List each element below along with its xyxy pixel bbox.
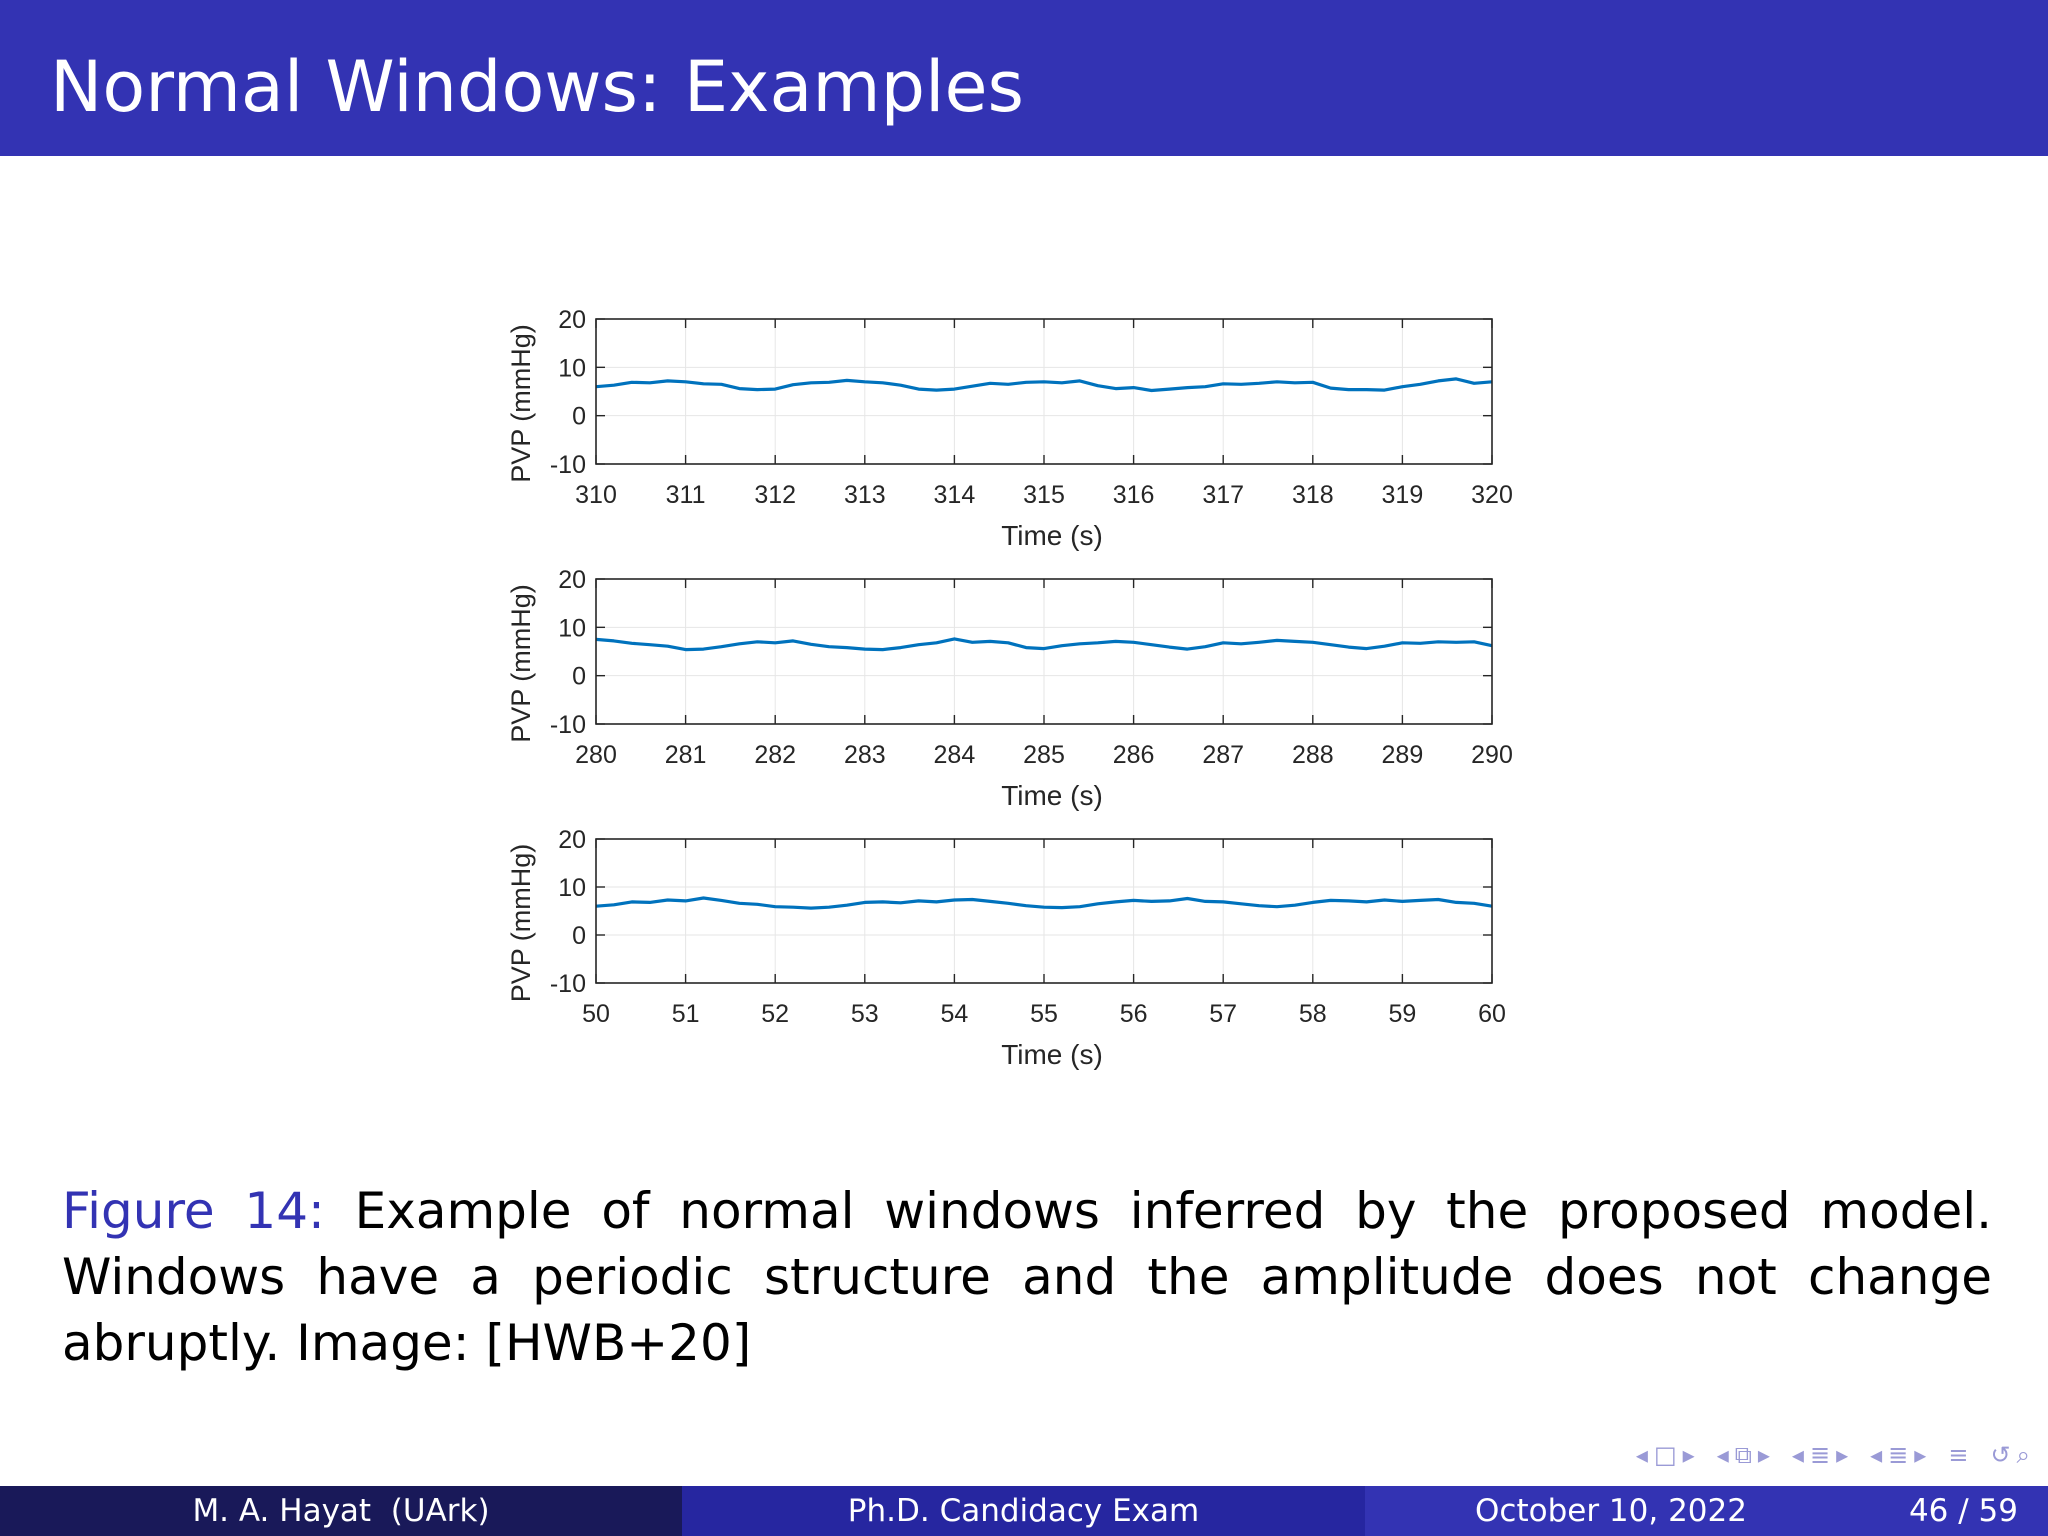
y-tick-label: 10 [558, 874, 586, 902]
nav-group: ◂ □ ▸ [1636, 1441, 1695, 1469]
x-tick-label: 313 [844, 481, 886, 509]
x-tick-label: 280 [575, 741, 617, 769]
x-axis-label: Time (s) [1001, 1039, 1103, 1070]
y-tick-label: 0 [572, 922, 586, 950]
x-tick-label: 54 [940, 1000, 968, 1028]
x-tick-label: 60 [1478, 1000, 1506, 1028]
x-tick-label: 314 [934, 481, 976, 509]
x-tick-label: 315 [1023, 481, 1065, 509]
nav-group: ◂ ≣ ▸ [1870, 1441, 1926, 1469]
arrow-left-icon[interactable]: ◂ [1791, 1441, 1804, 1469]
x-tick-label: 53 [851, 1000, 879, 1028]
align-icon[interactable]: ≡ [1948, 1441, 1969, 1469]
y-tick-label: 20 [558, 566, 586, 594]
y-axis-label: PVP (mmHg) [506, 324, 536, 483]
series-line [595, 377, 1493, 393]
x-tick-label: 281 [665, 741, 707, 769]
x-tick-label: 52 [761, 1000, 789, 1028]
y-tick-label: -10 [550, 451, 586, 479]
y-tick-label: 0 [572, 403, 586, 431]
x-tick-label: 319 [1382, 481, 1424, 509]
x-tick-label: 317 [1202, 481, 1244, 509]
x-tick-label: 55 [1030, 1000, 1058, 1028]
nav-group: ◂ ⧉ ▸ [1717, 1441, 1770, 1469]
footer: M. A. Hayat (UArk) Ph.D. Candidacy Exam … [0, 1486, 2048, 1536]
y-axis-label: PVP (mmHg) [506, 844, 536, 1003]
y-tick-label: 10 [558, 354, 586, 382]
undo-icon[interactable]: ↺ [1990, 1441, 2011, 1469]
x-tick-label: 311 [666, 481, 706, 509]
nav-group: ≡ [1948, 1441, 1968, 1469]
search-icon[interactable]: ⌕ [2016, 1441, 2030, 1469]
arrow-left-icon[interactable]: ◂ [1716, 1441, 1729, 1469]
arrow-left-icon[interactable]: ◂ [1870, 1441, 1883, 1469]
x-tick-label: 289 [1382, 741, 1424, 769]
y-tick-label: -10 [550, 970, 586, 998]
y-tick-label: 20 [558, 826, 586, 854]
x-tick-label: 312 [754, 481, 796, 509]
footer-event: Ph.D. Candidacy Exam [847, 1493, 1200, 1529]
x-tick-label: 56 [1120, 1000, 1148, 1028]
beamer-navigation: ◂ □ ▸ ◂ ⧉ ▸ ◂ ≣ ▸ ◂ ≣ ▸ ≡ ↺ ⌕ [1636, 1440, 2030, 1470]
x-tick-label: 50 [582, 1000, 610, 1028]
x-tick-label: 51 [672, 1000, 700, 1028]
frame-icon[interactable]: □ [1653, 1441, 1677, 1469]
footer-date-section: October 10, 2022 46 / 59 [1365, 1486, 2048, 1536]
x-tick-label: 282 [754, 741, 796, 769]
section-icon[interactable]: ≣ [1888, 1441, 1909, 1469]
x-tick-label: 284 [934, 741, 976, 769]
arrow-right-icon[interactable]: ▸ [1836, 1441, 1849, 1469]
arrow-right-icon[interactable]: ▸ [1757, 1441, 1770, 1469]
nav-group: ↺ ⌕ [1990, 1441, 2030, 1469]
x-axis-label: Time (s) [1001, 520, 1103, 551]
x-tick-label: 58 [1299, 1000, 1327, 1028]
y-tick-label: 10 [558, 614, 586, 642]
figure-label: Figure 14: [62, 1182, 325, 1240]
footer-event-section: Ph.D. Candidacy Exam [682, 1486, 1365, 1536]
x-tick-label: 285 [1023, 741, 1065, 769]
nav-group: ◂ ≣ ▸ [1792, 1441, 1848, 1469]
footer-page-number: 46 / 59 [1908, 1493, 2018, 1529]
x-axis-label: Time (s) [1001, 780, 1103, 811]
x-tick-label: 290 [1471, 741, 1513, 769]
series-line [595, 637, 1493, 652]
x-tick-label: 310 [575, 481, 617, 509]
x-tick-label: 287 [1202, 741, 1244, 769]
arrow-right-icon[interactable]: ▸ [1914, 1441, 1927, 1469]
slide-title: Normal Windows: Examples [50, 46, 1024, 128]
x-tick-label: 320 [1471, 481, 1513, 509]
x-tick-label: 286 [1113, 741, 1155, 769]
figure-caption: Figure 14: Example of normal windows inf… [62, 1178, 1992, 1376]
x-tick-label: 59 [1388, 1000, 1416, 1028]
arrow-left-icon[interactable]: ◂ [1635, 1441, 1648, 1469]
figure-plots: 310 311 312 313 314 315 316 317 318 319 320 -10 0 10 2… [506, 306, 1513, 1070]
x-tick-label: 288 [1292, 741, 1334, 769]
x-tick-label: 57 [1209, 1000, 1237, 1028]
y-axis-label: PVP (mmHg) [506, 584, 536, 743]
series-line [595, 896, 1493, 910]
section-align-icon[interactable]: ≣ [1809, 1441, 1831, 1469]
x-tick-label: 283 [844, 741, 886, 769]
footer-author-section: M. A. Hayat (UArk) [0, 1486, 682, 1536]
y-tick-label: -10 [550, 711, 586, 739]
subsection-icon[interactable]: ⧉ [1734, 1441, 1752, 1469]
y-tick-label: 20 [558, 306, 586, 334]
title-bar: Normal Windows: Examples [0, 0, 2048, 156]
x-tick-label: 318 [1292, 481, 1334, 509]
footer-date: October 10, 2022 [1475, 1493, 1747, 1529]
arrow-right-icon[interactable]: ▸ [1682, 1441, 1695, 1469]
caption-text: Example of normal windows inferred by th… [62, 1182, 1992, 1372]
y-tick-label: 0 [572, 663, 586, 691]
x-tick-label: 316 [1113, 481, 1155, 509]
footer-author: M. A. Hayat (UArk) [192, 1493, 490, 1529]
